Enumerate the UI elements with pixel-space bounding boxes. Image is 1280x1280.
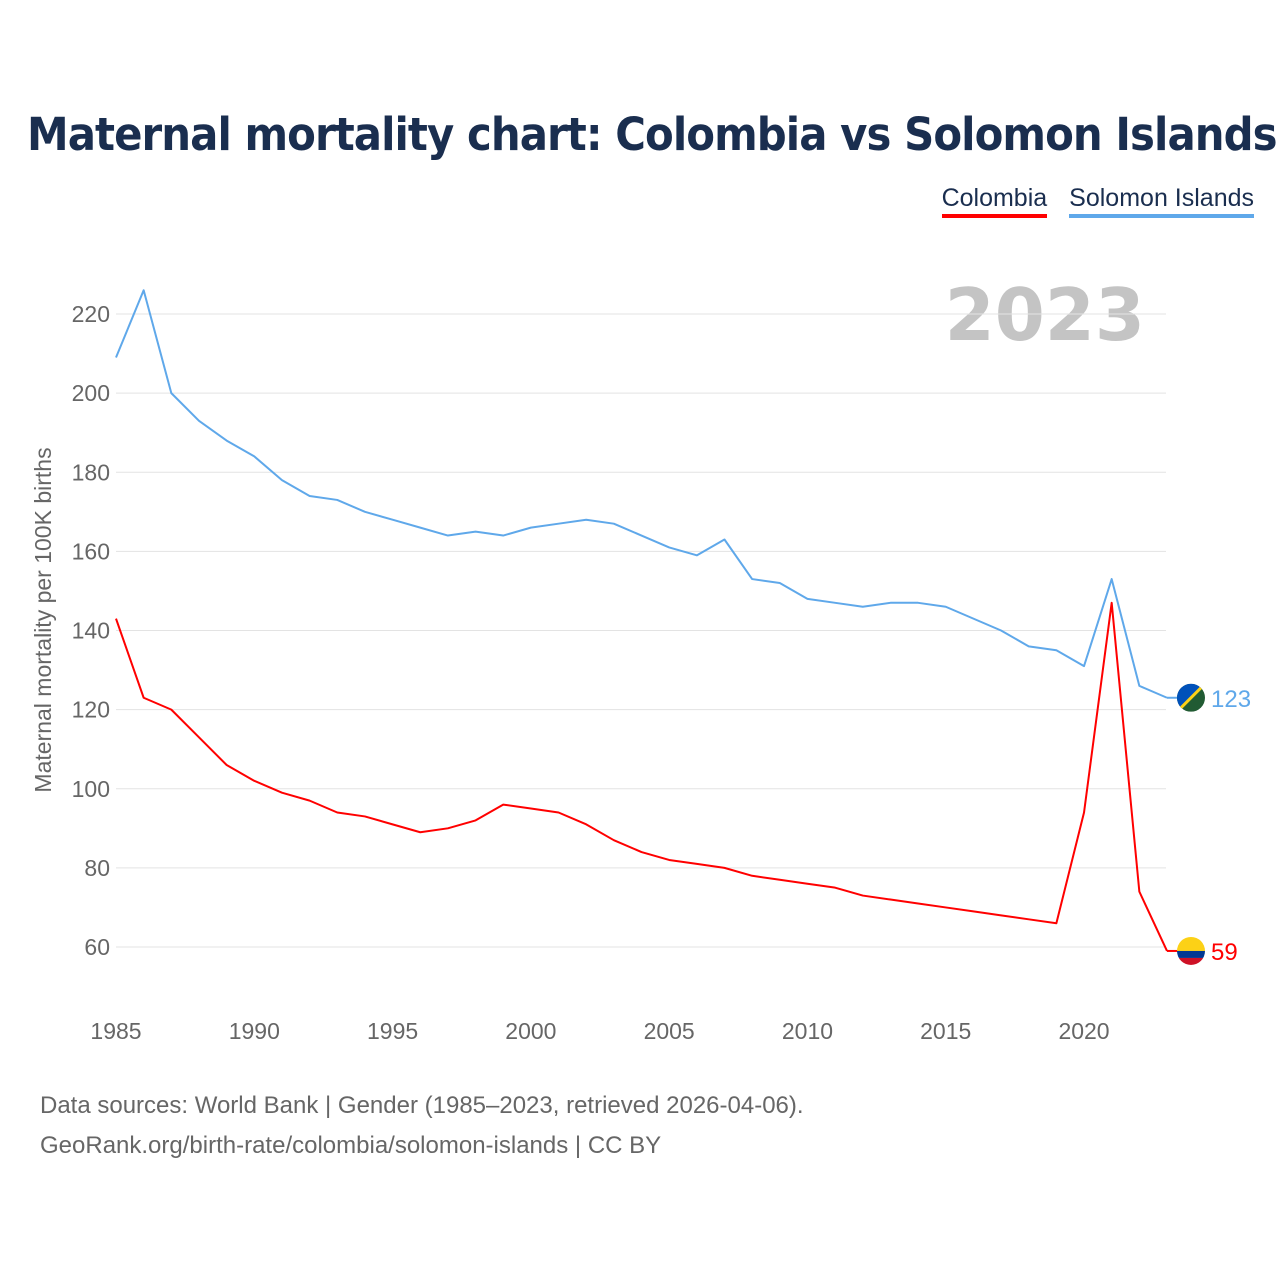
footer-sources: Data sources: World Bank | Gender (1985–… xyxy=(40,1092,804,1119)
y-axis-label: Maternal mortality per 100K births xyxy=(30,447,56,792)
chart-title: Maternal mortality chart: Colombia vs So… xyxy=(27,108,1278,161)
end-value-label: 123 xyxy=(1211,686,1251,713)
y-tick-label: 120 xyxy=(72,697,110,723)
flag-yellow xyxy=(1177,936,1205,951)
y-tick-label: 160 xyxy=(72,538,110,564)
footer-link[interactable]: GeoRank.org/birth-rate/colombia/solomon-… xyxy=(40,1132,662,1159)
y-tick-label: 80 xyxy=(84,855,110,881)
y-tick-label: 180 xyxy=(72,459,110,485)
flag-stripe xyxy=(1177,683,1205,712)
year-watermark: 2023 xyxy=(945,273,1145,357)
footer: Data sources: World Bank | Gender (1985–… xyxy=(40,1086,804,1166)
series-line-solomon-islands xyxy=(115,289,1168,699)
end-marker xyxy=(1177,683,1205,712)
colombia-flag-icon xyxy=(1177,936,1205,965)
y-tick-label: 60 xyxy=(84,934,110,960)
legend-item-solomon-islands[interactable]: Solomon Islands xyxy=(1069,184,1254,218)
y-tick-label: 200 xyxy=(72,380,110,406)
legend: Colombia Solomon Islands xyxy=(941,184,1254,218)
x-tick-label: 1990 xyxy=(229,1018,280,1044)
legend-item-colombia[interactable]: Colombia xyxy=(941,184,1048,218)
y-tick-label: 220 xyxy=(72,301,110,327)
series-line-colombia xyxy=(115,601,1168,952)
x-tick-label: 2015 xyxy=(920,1018,971,1044)
x-tick-label: 2005 xyxy=(644,1018,695,1044)
x-tick-label: 1995 xyxy=(367,1018,418,1044)
x-tick-label: 2010 xyxy=(782,1018,833,1044)
flag-red xyxy=(1177,957,1205,965)
x-tick-label: 1985 xyxy=(90,1018,141,1044)
y-tick-label: 100 xyxy=(72,776,110,802)
x-tick-label: 2000 xyxy=(505,1018,556,1044)
end-value-label: 59 xyxy=(1211,939,1238,966)
flag-blue xyxy=(1177,950,1205,958)
x-tick-label: 2020 xyxy=(1058,1018,1109,1044)
solomon-islands-flag-icon xyxy=(1177,683,1205,712)
end-marker xyxy=(1177,936,1205,965)
y-tick-label: 140 xyxy=(72,618,110,644)
